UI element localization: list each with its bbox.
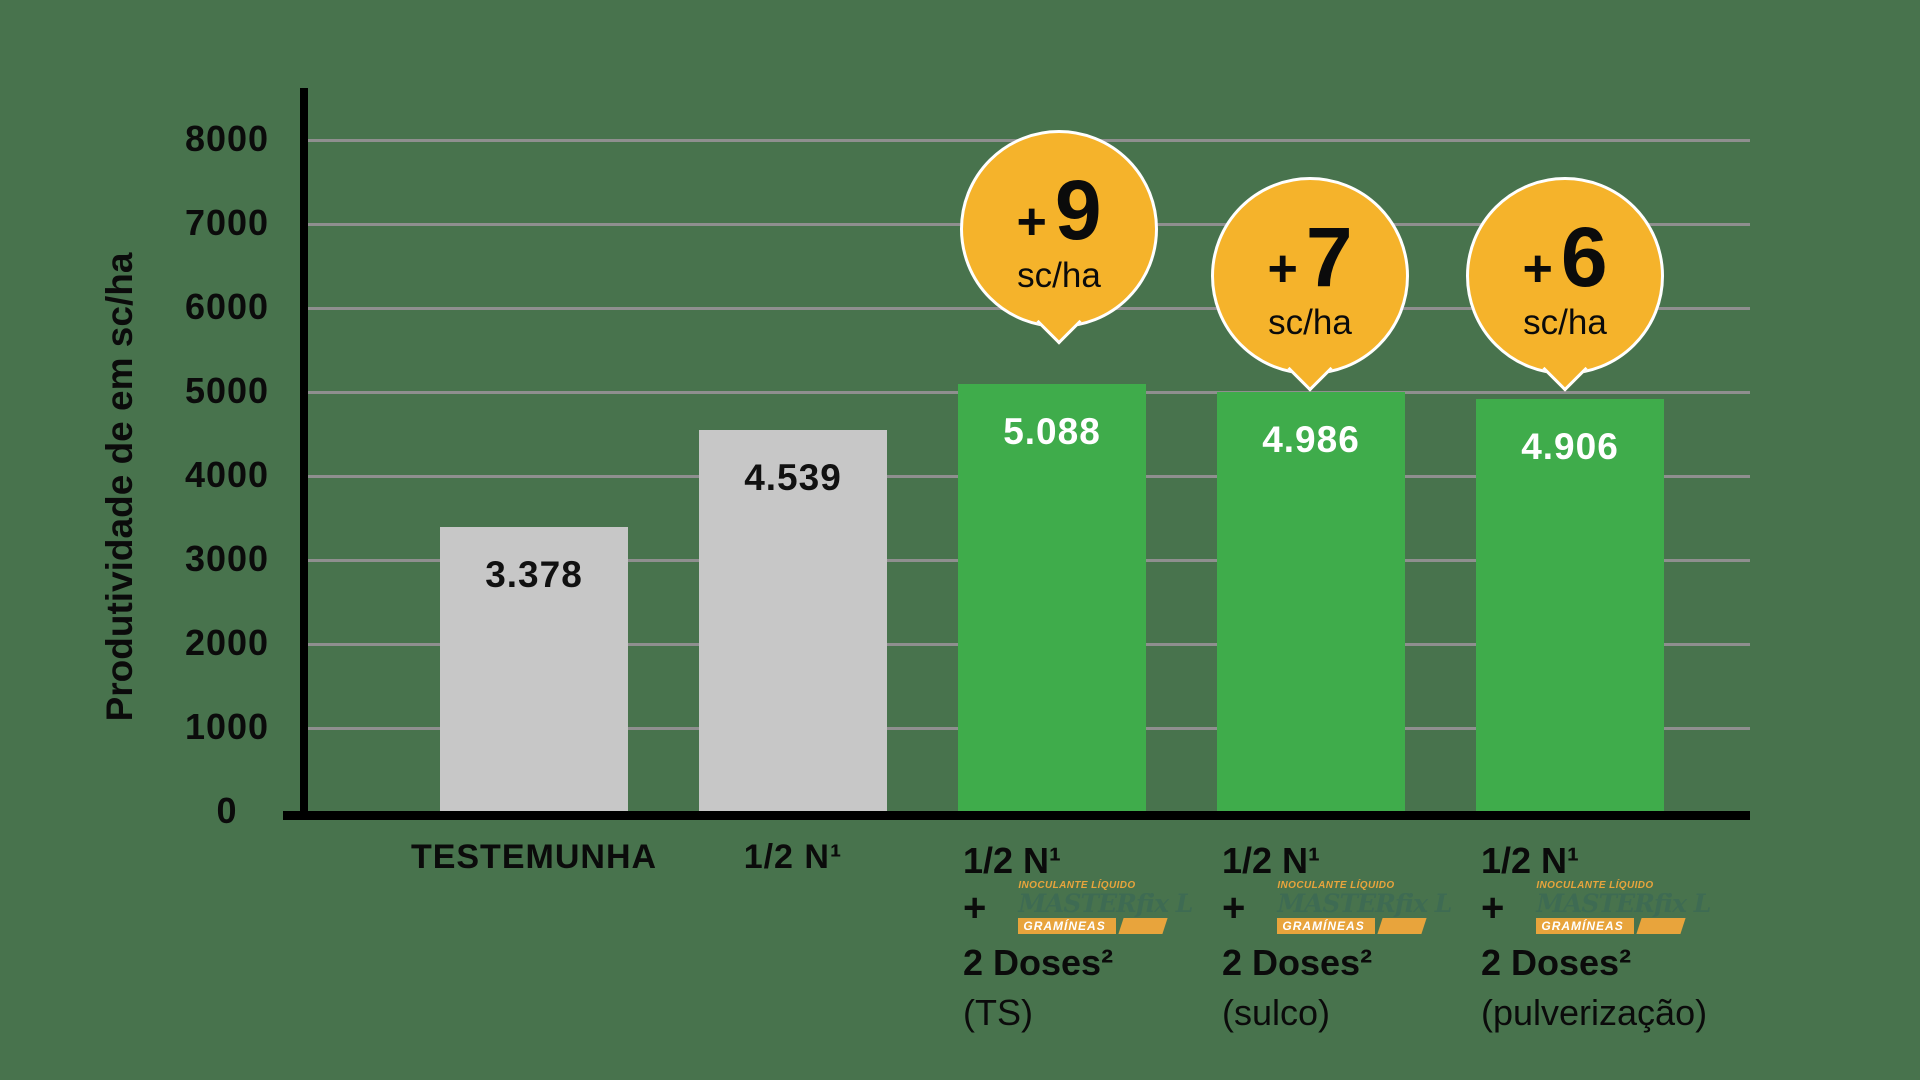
- plus-sign: +: [1016, 193, 1047, 251]
- treatment-line: 1/2 N¹: [1481, 840, 1580, 881]
- composite-label-ts: 1/2 N¹ + INOCULANTE LÍQUIDO MASTERfix L …: [963, 840, 1263, 1034]
- y-tick-label-7000: 7000: [184, 202, 270, 243]
- y-tick-label-2000: 2000: [184, 622, 270, 663]
- plus-sign: +: [1267, 240, 1298, 298]
- delta-value: 7: [1305, 210, 1353, 304]
- masterfix-logo: INOCULANTE LÍQUIDO MASTERfix L GRAMÍNEAS: [1018, 880, 1193, 934]
- bar-value-label: 4.906: [1521, 426, 1619, 467]
- bubble-delta: + 9: [1016, 168, 1101, 252]
- method-line: (TS): [963, 992, 1033, 1033]
- treatment-line: 1/2 N¹: [963, 840, 1062, 881]
- logo-wordmark: MASTERfix L: [1018, 889, 1193, 918]
- bar-meio-n: 4.539: [699, 430, 887, 811]
- annotation-bubble-sulco: + 7 sc/ha: [1211, 177, 1409, 375]
- method-line: (pulverização): [1481, 992, 1708, 1033]
- plus-sign: +: [963, 886, 987, 930]
- annotation-bubble-ts: + 9 sc/ha: [960, 130, 1158, 328]
- bar-masterfix-sulco: 4.986: [1217, 392, 1405, 811]
- annotation-bubble-pulverizacao: + 6 sc/ha: [1466, 177, 1664, 375]
- bar-testemunha: 3.378: [440, 527, 628, 811]
- y-axis-line: [300, 88, 308, 820]
- logo-tagline: INOCULANTE LÍQUIDO: [1536, 880, 1654, 891]
- logo-tagline: INOCULANTE LÍQUIDO: [1018, 880, 1136, 891]
- y-tick-label-5000: 5000: [184, 370, 270, 411]
- logo-banner-row: GRAMÍNEAS: [1536, 918, 1688, 934]
- bar-value-label: 3.378: [485, 554, 583, 595]
- y-tick-label-0: 0: [216, 790, 238, 831]
- treatment-line: 1/2 N¹: [1222, 840, 1321, 881]
- logo-banner-row: GRAMÍNEAS: [1277, 918, 1429, 934]
- delta-value: 6: [1560, 210, 1608, 304]
- bubble-unit: sc/ha: [1523, 303, 1607, 342]
- masterfix-logo: INOCULANTE LÍQUIDO MASTERfix L GRAMÍNEAS: [1536, 880, 1711, 934]
- plus-sign: +: [1522, 240, 1553, 298]
- logo-wordmark: MASTERfix L: [1536, 889, 1711, 918]
- x-label-meio-n: 1/2 N¹: [743, 838, 843, 876]
- bar-masterfix-pulverizacao: 4.906: [1476, 399, 1664, 811]
- method-line: (sulco): [1222, 992, 1331, 1033]
- logo-gramineas-banner: GRAMÍNEAS: [1018, 918, 1116, 934]
- y-tick-label-3000: 3000: [184, 538, 270, 579]
- composite-label-sulco: 1/2 N¹ + INOCULANTE LÍQUIDO MASTERfix L …: [1222, 840, 1522, 1034]
- bubble-delta: + 6: [1522, 215, 1607, 299]
- x-label-testemunha: TESTEMUNHA: [410, 838, 658, 876]
- logo-tagline: INOCULANTE LÍQUIDO: [1277, 880, 1395, 891]
- logo-wordmark: MASTERfix L: [1277, 889, 1452, 918]
- bar-value-label: 4.539: [744, 457, 842, 498]
- y-tick-label-1000: 1000: [184, 706, 270, 747]
- bubble-unit: sc/ha: [1268, 303, 1352, 342]
- plus-sign: +: [1222, 886, 1246, 930]
- logo-banner-row: GRAMÍNEAS: [1018, 918, 1170, 934]
- bubble-unit: sc/ha: [1017, 256, 1101, 295]
- logo-gramineas-banner: GRAMÍNEAS: [1277, 918, 1375, 934]
- logo-banner-accent: [1377, 918, 1427, 934]
- masterfix-logo: INOCULANTE LÍQUIDO MASTERfix L GRAMÍNEAS: [1277, 880, 1452, 934]
- doses-line: 2 Doses²: [1481, 942, 1632, 983]
- composite-label-pulverizacao: 1/2 N¹ + INOCULANTE LÍQUIDO MASTERfix L …: [1481, 840, 1781, 1034]
- y-tick-label-4000: 4000: [184, 454, 270, 495]
- bar-masterfix-ts: 5.088: [958, 384, 1146, 811]
- bubble-delta: + 7: [1267, 215, 1352, 299]
- plus-sign: +: [1481, 886, 1505, 930]
- logo-gramineas-banner: GRAMÍNEAS: [1536, 918, 1634, 934]
- doses-line: 2 Doses²: [1222, 942, 1373, 983]
- y-tick-label-6000: 6000: [184, 286, 270, 327]
- logo-banner-accent: [1636, 918, 1686, 934]
- doses-line: 2 Doses²: [963, 942, 1114, 983]
- logo-banner-accent: [1118, 918, 1168, 934]
- bar-value-label: 5.088: [1003, 411, 1101, 452]
- delta-value: 9: [1054, 163, 1102, 257]
- bar-value-label: 4.986: [1262, 419, 1360, 460]
- x-axis-line: [283, 811, 1750, 820]
- y-tick-label-8000: 8000: [184, 118, 270, 159]
